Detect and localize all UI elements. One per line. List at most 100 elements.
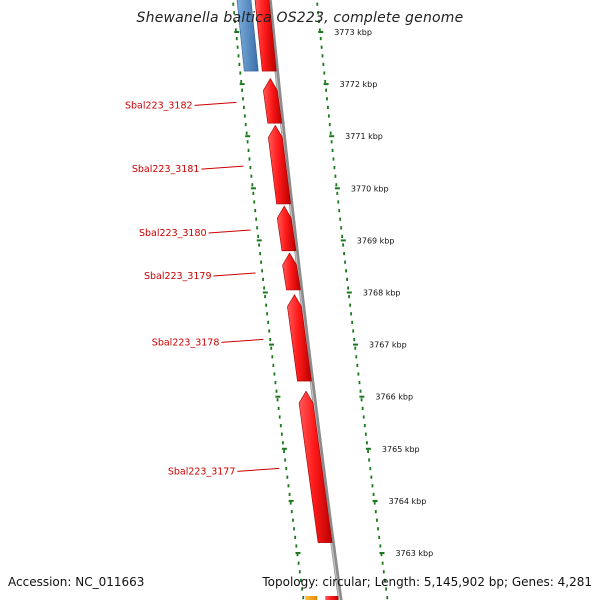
scale-tick-label: 3764 kbp (389, 497, 427, 506)
inner-major-tick (239, 83, 245, 86)
outer-scale-ring-dot (359, 389, 362, 393)
inner-scale-ring-dot (252, 191, 255, 195)
gene-label[interactable]: Sbal223_3177 (168, 466, 236, 477)
outer-scale-ring-dot (324, 80, 327, 84)
outer-scale-ring-dot (337, 200, 340, 204)
inner-scale-ring-dot (259, 252, 262, 256)
inner-scale-ring-dot (233, 11, 236, 15)
inner-major-tick (256, 239, 262, 242)
outer-scale-ring-dot (333, 166, 336, 170)
gene-partial-bottom[interactable] (325, 596, 339, 600)
scale-tick-label: 3767 kbp (369, 341, 407, 350)
inner-scale-ring-dot (287, 484, 290, 488)
outer-scale-ring-dot (342, 243, 345, 247)
inner-scale-ring-dot (264, 295, 267, 299)
genome-title: Shewanella baltica OS223, complete genom… (136, 10, 464, 26)
inner-scale-ring-dot (289, 501, 292, 505)
inner-major-tick (245, 135, 251, 138)
scale-tick (353, 343, 359, 346)
outer-scale-ring-dot (355, 355, 358, 359)
gene-Sbal223_3181[interactable] (268, 124, 291, 205)
gene-label-leader (201, 165, 244, 170)
inner-scale-ring-dot (248, 157, 251, 161)
outer-scale-ring-dot (325, 88, 327, 92)
inner-scale-ring-dot (277, 406, 280, 410)
inner-scale-ring-dot (280, 432, 283, 436)
outer-scale-ring-dot (323, 71, 326, 75)
inner-scale-ring-dot (255, 217, 258, 221)
outer-scale-ring-dot (319, 37, 322, 41)
outer-scale-ring-dot (358, 381, 361, 385)
inner-scale-ring-dot (267, 320, 270, 324)
gene-other-strand-partial[interactable] (236, 0, 259, 72)
gene-Sbal223_3178[interactable] (287, 294, 312, 382)
outer-scale-ring-dot (318, 28, 321, 32)
outer-scale-ring-dot (378, 535, 381, 539)
scale-tick (372, 499, 378, 502)
inner-scale-ring-dot (275, 389, 278, 393)
scale-tick (346, 291, 352, 294)
outer-scale-ring-dot (357, 372, 360, 376)
inner-major-tick (250, 187, 256, 190)
outer-scale-ring-dot (356, 363, 359, 367)
gene-orange-partial[interactable] (305, 596, 318, 600)
inner-scale-ring-dot (269, 338, 272, 342)
inner-scale-ring-dot (268, 329, 271, 333)
inner-scale-ring-dot (273, 372, 276, 376)
gene-Sbal223_3177[interactable] (298, 390, 333, 543)
outer-scale-ring-dot (341, 234, 344, 238)
outer-scale-ring-dot (339, 217, 342, 221)
outer-scale-ring-dot (332, 157, 335, 161)
inner-scale-ring-dot (238, 62, 241, 66)
inner-major-tick (234, 31, 240, 33)
gene-partial-top[interactable] (254, 0, 277, 72)
inner-scale-ring-dot (296, 553, 299, 557)
inner-scale-ring-dot (266, 312, 269, 316)
inner-scale-ring-dot (247, 148, 250, 152)
outer-scale-ring-dot (376, 518, 378, 522)
inner-scale-ring-dot (283, 449, 285, 453)
gene-label[interactable]: Sbal223_3178 (152, 337, 220, 348)
gene-Sbal223_3179[interactable] (282, 252, 301, 291)
outer-scale-ring-dot (328, 123, 331, 127)
scale-tick (334, 187, 340, 190)
scale-tick (359, 395, 365, 398)
outer-scale-ring-dot (353, 338, 356, 342)
inner-scale-ring-dot (286, 475, 289, 479)
outer-scale-ring-dot (382, 570, 385, 574)
outer-scale-ring-dot (331, 148, 334, 152)
gene-label[interactable]: Sbal223_3182 (125, 100, 193, 111)
gene-label[interactable]: Sbal223_3180 (139, 228, 207, 239)
inner-scale-ring-dot (302, 596, 305, 600)
inner-major-tick (281, 447, 287, 450)
gene-Sbal223_3180[interactable] (276, 205, 297, 252)
inner-scale-ring-dot (234, 19, 236, 23)
outer-scale-ring-dot (347, 286, 350, 290)
inner-scale-ring-dot (253, 200, 256, 204)
outer-scale-ring-dot (373, 501, 376, 505)
inner-scale-ring-dot (251, 183, 254, 187)
inner-major-tick (262, 291, 268, 294)
outer-scale-ring-dot (363, 424, 366, 428)
inner-scale-ring-dot (257, 234, 260, 238)
scale-tick-label: 3768 kbp (363, 289, 401, 298)
gene-label-leader (213, 272, 256, 277)
inner-scale-ring-dot (260, 260, 262, 264)
gene-Sbal223_3182[interactable] (263, 77, 283, 124)
outer-scale-ring-dot (348, 295, 351, 299)
inner-scale-ring-dot (240, 80, 243, 84)
gene-label-leader (208, 229, 251, 234)
inner-scale-ring-dot (297, 561, 300, 565)
inner-major-tick (275, 395, 281, 398)
gene-label[interactable]: Sbal223_3179 (144, 271, 212, 282)
gene-label[interactable]: Sbal223_3181 (132, 164, 200, 175)
inner-scale-ring-dot (235, 37, 238, 41)
gene-label-leader (221, 338, 264, 343)
gene-label-leader (194, 101, 237, 106)
outer-scale-ring-dot (322, 62, 325, 66)
inner-scale-ring-dot (249, 166, 252, 170)
scale-tick-label: 3765 kbp (382, 445, 420, 454)
outer-scale-ring-dot (321, 54, 324, 58)
scale-tick-label: 3771 kbp (345, 132, 383, 141)
